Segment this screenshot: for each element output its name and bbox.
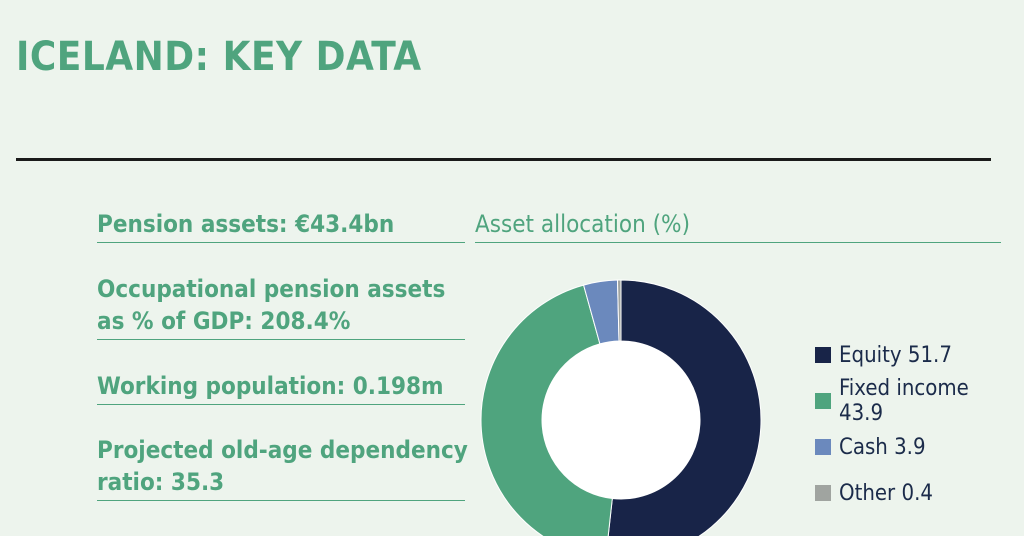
legend-label: Other 0.4 (839, 480, 933, 506)
legend-swatch (815, 485, 831, 501)
stat-line: Working population: 0.198m (97, 372, 444, 400)
legend-label: Cash 3.9 (839, 434, 926, 460)
legend-item-equity: Equity 51.7 (815, 332, 1005, 378)
donut-hole (542, 341, 700, 499)
stat-line: Projected old-age dependency (97, 436, 468, 464)
stat-working-population: Working population: 0.198m (97, 370, 465, 405)
stat-line: ratio: 35.3 (97, 468, 225, 496)
chart-title: Asset allocation (%) (475, 208, 1001, 243)
legend-label: Equity 51.7 (839, 342, 952, 368)
legend-item-cash: Cash 3.9 (815, 424, 1005, 470)
chart-legend: Equity 51.7 Fixed income 43.9 Cash 3.9 O… (815, 332, 1005, 516)
legend-label: Fixed income 43.9 (839, 376, 969, 426)
stat-pension-assets: Pension assets: €43.4bn (97, 208, 465, 243)
stat-line: as % of GDP: 208.4% (97, 307, 351, 335)
stat-line: Pension assets: €43.4bn (97, 210, 395, 238)
stat-occupational-assets-gdp: Occupational pension assets as % of GDP:… (97, 273, 465, 340)
legend-item-fixed-income: Fixed income 43.9 (815, 376, 1005, 426)
page-title: ICELAND: KEY DATA (16, 34, 422, 80)
legend-swatch (815, 393, 831, 409)
legend-swatch (815, 347, 831, 363)
title-divider (16, 158, 991, 161)
stat-dependency-ratio: Projected old-age dependency ratio: 35.3 (97, 434, 468, 501)
stat-line: Occupational pension assets (97, 275, 446, 303)
legend-item-other: Other 0.4 (815, 470, 1005, 516)
legend-swatch (815, 439, 831, 455)
